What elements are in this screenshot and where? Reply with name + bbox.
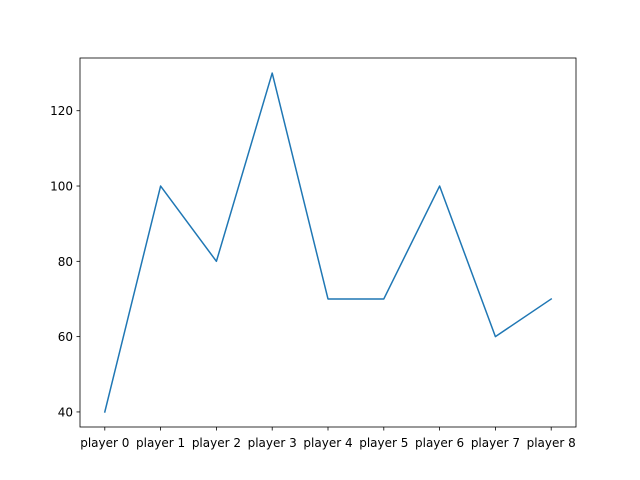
x-tick-label: player 0 bbox=[80, 436, 129, 450]
x-tick-label: player 7 bbox=[471, 436, 520, 450]
x-tick-label: player 4 bbox=[303, 436, 352, 450]
x-tick-label: player 5 bbox=[359, 436, 408, 450]
x-tick-label: player 2 bbox=[192, 436, 241, 450]
y-tick-label: 60 bbox=[58, 330, 73, 344]
series-line bbox=[103, 72, 553, 413]
y-tick-label: 100 bbox=[50, 180, 73, 194]
x-tick-label: player 8 bbox=[527, 436, 576, 450]
y-tick-label: 120 bbox=[50, 104, 73, 118]
x-axis-ticks: player 0 player 1 player 2 player 3 player 4… bbox=[80, 427, 576, 450]
plot-area bbox=[80, 58, 576, 427]
x-tick-label: player 6 bbox=[415, 436, 464, 450]
x-tick-label: player 1 bbox=[136, 436, 185, 450]
axes-frame bbox=[79, 57, 577, 428]
x-tick-label: player 3 bbox=[248, 436, 297, 450]
y-tick-label: 80 bbox=[58, 255, 73, 269]
y-axis-ticks: 40 60 80 100 120 bbox=[50, 104, 80, 419]
y-tick-label: 40 bbox=[58, 405, 73, 419]
